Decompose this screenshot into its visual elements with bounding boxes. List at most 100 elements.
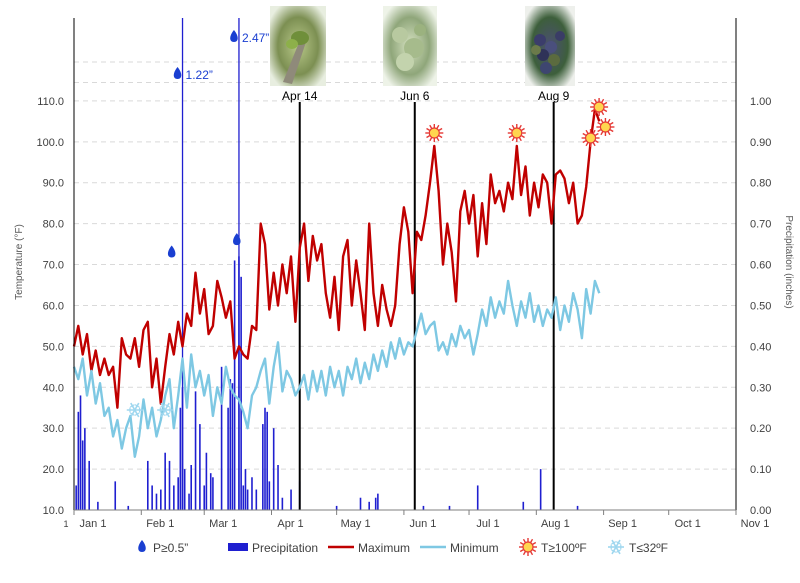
legend-item: Maximum: [328, 541, 410, 555]
water-drop-icon: [233, 233, 241, 246]
y-right-tick-label: 0.00: [750, 505, 771, 517]
y-left-tick-label: 110.0: [37, 96, 64, 108]
y-left-tick-label: 30.0: [43, 423, 64, 435]
sun-ray: [609, 121, 614, 125]
precipitation-bar: [576, 505, 579, 510]
legend-label: Minimum: [450, 541, 499, 555]
y-left-tick-label: 80.0: [43, 219, 64, 231]
legend-label: P≥0.5”: [153, 541, 188, 555]
precipitation-bar: [127, 505, 130, 510]
snowflake-icon: [608, 539, 624, 555]
sun-ray: [522, 538, 526, 543]
precipitation-bar: [476, 485, 479, 510]
sun-ray: [519, 541, 524, 545]
event-lines: Apr 14 Jun 6 Aug 9: [282, 89, 570, 510]
snow-branch: [165, 412, 171, 416]
precipitation-bar: [114, 481, 117, 510]
precipitation-bar: [151, 485, 153, 510]
precipitation-bar: [155, 493, 158, 510]
precipitation-bar: [264, 407, 266, 510]
snow-branch: [160, 412, 166, 416]
precipitation-bars: [75, 18, 579, 510]
y-left-tick-label: 100.0: [36, 137, 64, 149]
sun-icon: [590, 98, 609, 116]
precipitation-bar: [227, 407, 229, 510]
y-left-tick-label: 70.0: [43, 260, 64, 272]
precip-amount-label: 2.47”: [242, 31, 269, 45]
y-left-tick-label: 50.0: [43, 341, 64, 353]
precipitation-bar: [188, 493, 190, 510]
sun-core: [593, 101, 605, 113]
y-right-tick-label: 1.00: [750, 96, 771, 108]
series-line-maximum: [72, 107, 601, 409]
sun-ray: [590, 101, 595, 105]
sun-ray: [585, 142, 589, 147]
precipitation-bar: [242, 485, 245, 510]
sun-ray: [429, 137, 433, 142]
precipitation-bar: [244, 469, 247, 510]
precipitation-bar: [203, 485, 206, 510]
axes: 10.0 20.0 30.0 40.0 50.0 60.0 70.0 80.0 90.0 100.…: [36, 18, 771, 530]
sun-ray: [426, 127, 430, 131]
sun-icon: [507, 124, 526, 142]
sun-ray: [426, 135, 430, 139]
snow-branch: [129, 412, 135, 416]
precipitation-bar: [81, 440, 84, 510]
x-tick-label: Jul 1: [476, 518, 499, 530]
precipitation-bar: [190, 465, 193, 510]
y-right-tick-label: 0.60: [750, 260, 771, 272]
event-label: Jun 6: [400, 89, 430, 103]
precipitation-bar: [262, 424, 264, 510]
sun-ray: [521, 135, 525, 139]
sun-ray: [582, 140, 587, 144]
x-tick-label: Jun 1: [409, 518, 436, 530]
legend-label: T≥100ºF: [541, 541, 587, 555]
sun-ray: [511, 137, 515, 142]
precipitation-bar: [75, 485, 77, 510]
precipitation-bar: [272, 428, 275, 510]
sun-ray: [600, 131, 604, 136]
y-right-tick-label: 0.50: [750, 300, 771, 312]
sun-ray: [519, 549, 524, 553]
y-left-tick-label: 20.0: [43, 464, 64, 476]
snow-branch: [160, 404, 166, 408]
precipitation-bar: [212, 477, 214, 510]
sun-ray: [582, 132, 587, 136]
y-right-tick-label: 0.30: [750, 382, 771, 394]
precipitation-bar: [448, 505, 451, 510]
precipitation-bar: [255, 489, 258, 510]
y-left-tick-label: 40.0: [43, 382, 64, 394]
sun-ray: [597, 121, 602, 125]
sun-icon: [581, 129, 600, 147]
precipitation-bar: [251, 477, 253, 510]
y-right-tick-label: 0.10: [750, 464, 771, 476]
precipitation-bar: [220, 366, 223, 510]
sun-ray: [522, 551, 526, 556]
sun-ray: [603, 101, 608, 105]
precipitation-bar: [240, 276, 242, 510]
sun-ray: [592, 142, 596, 147]
snow-branch: [615, 549, 621, 553]
sun-ray: [532, 549, 537, 553]
legend-item: Minimum: [420, 541, 499, 555]
precipitation-bar: [377, 493, 379, 510]
water-drop-icon: [173, 67, 182, 79]
sun-ray: [594, 140, 599, 144]
precipitation-bar: [539, 469, 542, 510]
precipitation-bar: [335, 505, 338, 510]
snowflake-icon: [126, 402, 143, 418]
sun-ray: [601, 111, 605, 116]
precipitation-bar: [77, 411, 80, 510]
x-tick-label: Jan 1: [80, 518, 107, 530]
sun-core: [511, 127, 523, 139]
precipitation-bar: [168, 460, 171, 510]
precipitation-bar: [359, 497, 362, 510]
legend-item: T≤32ºF: [608, 539, 668, 555]
photo-bloom: [383, 6, 437, 86]
precipitation-bar: [173, 485, 175, 510]
sun-ray: [600, 118, 604, 123]
x-tick-label: Apr 1: [277, 518, 303, 530]
precipitation-bar: [281, 497, 284, 510]
legend-item: T≥100ºF: [519, 538, 587, 556]
